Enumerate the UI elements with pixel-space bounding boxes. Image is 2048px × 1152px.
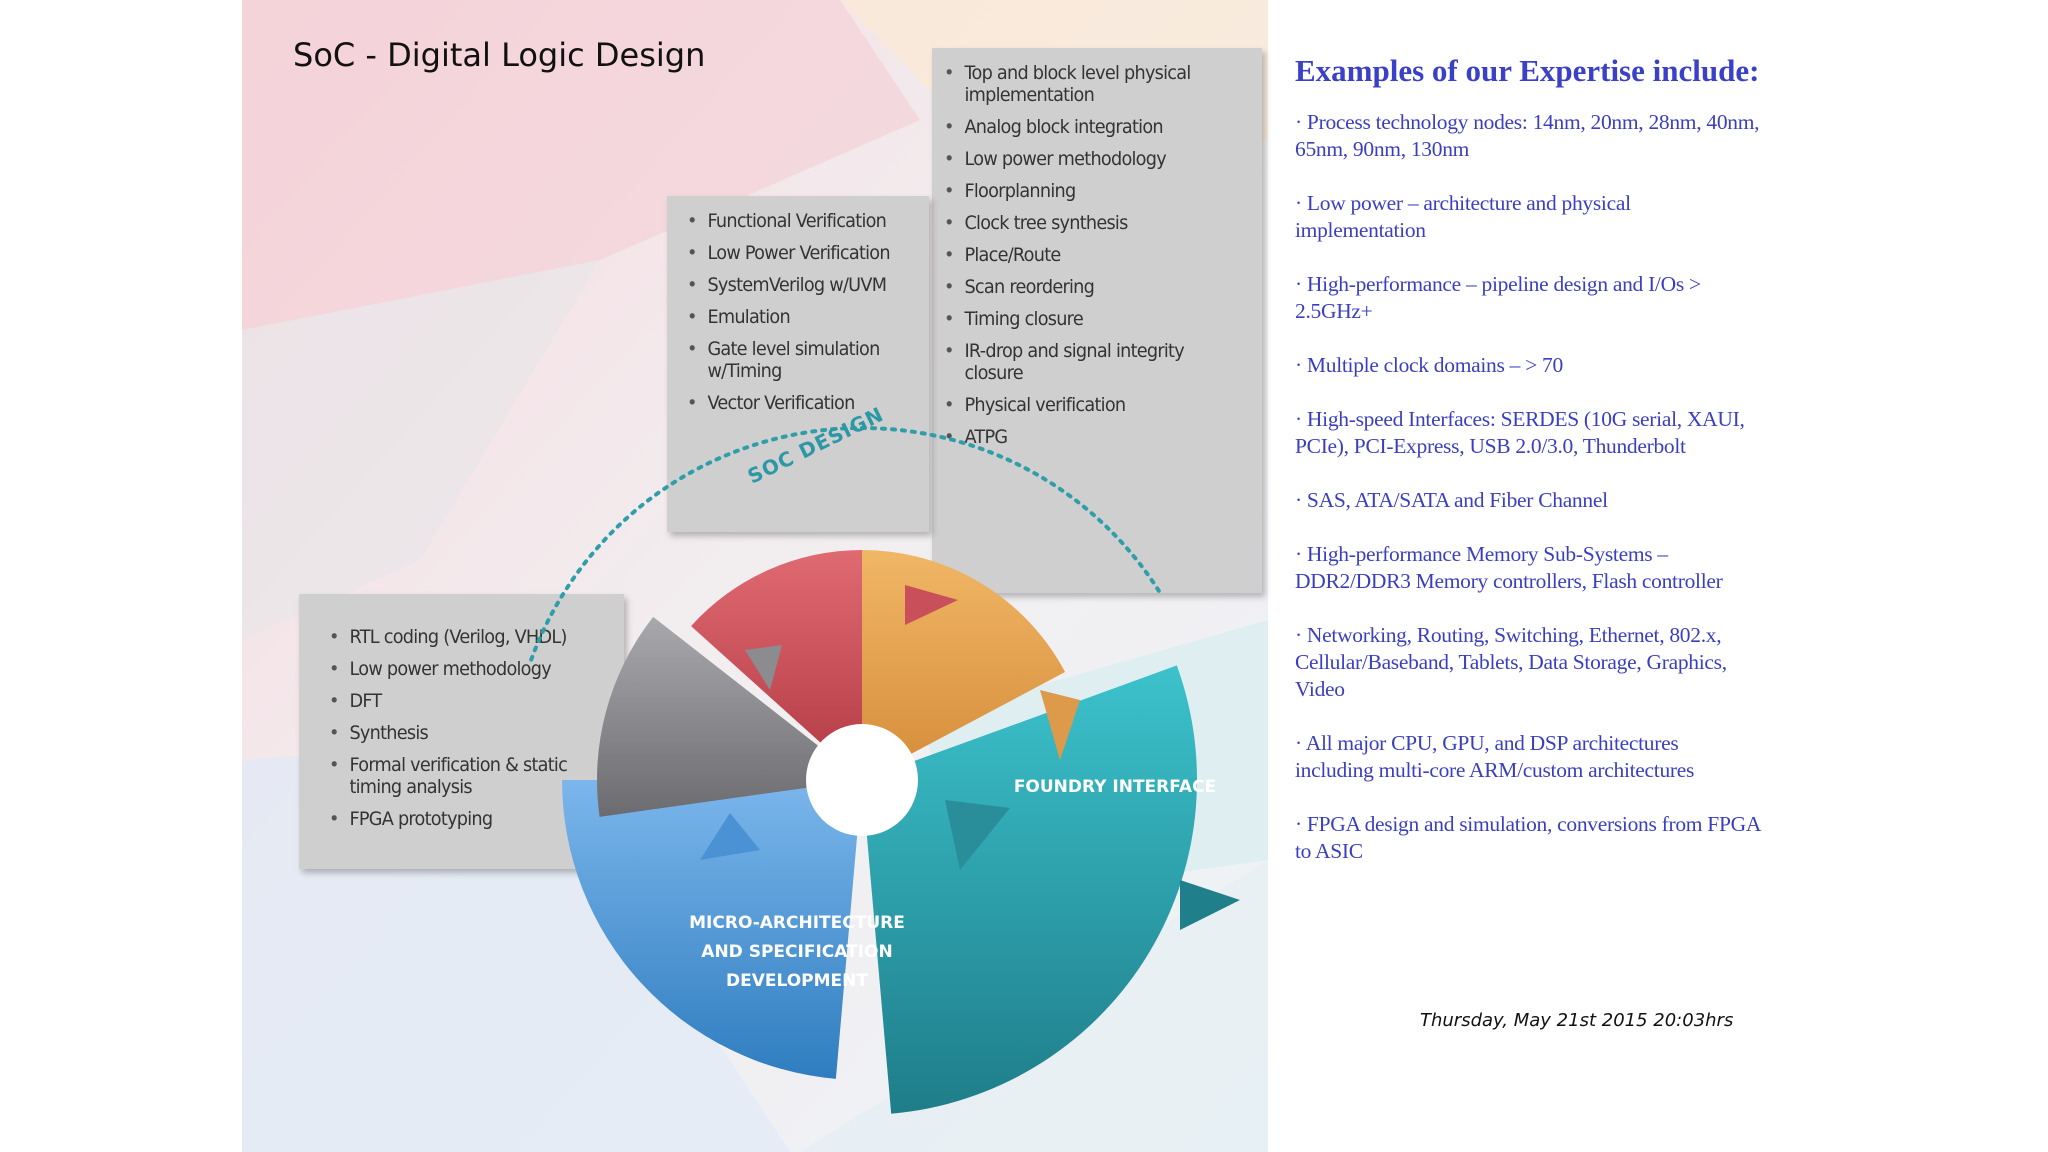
rtl-item: FPGA prototyping (329, 808, 603, 830)
verification-item: Emulation (687, 306, 912, 328)
dotted-arc (529, 426, 1163, 662)
physical-item: Clock tree synthesis (944, 212, 1240, 234)
rtl-items-list: RTL coding (Verilog, VHDL) Low power meth… (299, 594, 624, 830)
expertise-item: · Networking, Routing, Switching, Ethern… (1295, 623, 1727, 701)
expertise-item: · Process technology nodes: 14nm, 20nm, … (1295, 110, 1760, 161)
physical-item: Timing closure (944, 308, 1240, 330)
segment-label-micro: AND SPECIFICATION (701, 942, 892, 962)
physical-item: Floorplanning (944, 180, 1240, 202)
expertise-item: · All major CPU, GPU, and DSP architectu… (1295, 731, 1695, 782)
segment-label-foundry: FOUNDRY INTERFACE (1014, 777, 1216, 797)
physical-item: Scan reordering (944, 276, 1240, 298)
arrow-tip-foundry-end (1180, 880, 1240, 930)
physical-item: IR-drop and signal integrity closure (944, 340, 1240, 384)
arrow-tip-rtl (745, 645, 782, 690)
expertise-item: · Low power – architecture and physical … (1295, 191, 1631, 242)
expertise-item: · Multiple clock domains – > 70 (1295, 353, 1563, 377)
arrow-tip-physical (1040, 690, 1080, 760)
segment-label-micro: DEVELOPMENT (726, 971, 868, 991)
expertise-item: · High-performance – pipeline design and… (1295, 272, 1701, 323)
rtl-item: Low power methodology (329, 658, 603, 680)
physical-implementation-box: Top and block level physical implementat… (932, 48, 1262, 593)
segment-foundry (866, 665, 1197, 1114)
verification-item: Gate level simulation w/Timing (687, 338, 912, 382)
expertise-list: · Process technology nodes: 14nm, 20nm, … (1295, 109, 1760, 865)
verification-item: Functional Verification (687, 210, 912, 232)
rtl-item: RTL coding (Verilog, VHDL) (329, 626, 603, 648)
expertise-title: Examples of our Expertise include: (1295, 53, 1760, 88)
verification-item: SystemVerilog w/UVM (687, 274, 912, 296)
arrow-tip-micro (700, 813, 760, 860)
segment-label-micro: MICRO-ARCHITECTURE (689, 913, 905, 933)
physical-items-list: Top and block level physical implementat… (932, 48, 1262, 448)
slide-title: SoC - Digital Logic Design (293, 36, 706, 74)
arrow-tip-verification (905, 585, 958, 625)
expertise-panel: Examples of our Expertise include: · Pro… (1295, 52, 1760, 892)
physical-item: Analog block integration (944, 116, 1240, 138)
expertise-item: · High-performance Memory Sub-Systems – … (1295, 542, 1723, 593)
verification-item: Low Power Verification (687, 242, 912, 264)
arrow-tip-foundry (945, 800, 1010, 870)
wheel-center (806, 724, 918, 836)
physical-item: Physical verification (944, 394, 1240, 416)
rtl-item: Synthesis (329, 722, 603, 744)
arc-label: SOC DESIGN (744, 402, 888, 489)
physical-item: ATPG (944, 426, 1240, 448)
segment-rtl (597, 616, 823, 817)
rtl-item: Formal verification & static timing anal… (329, 754, 603, 798)
verification-box: Functional Verification Low Power Verific… (667, 196, 929, 532)
rtl-item: DFT (329, 690, 603, 712)
slide-date: Thursday, May 21st 2015 20:03hrs (1420, 1010, 1734, 1031)
expertise-item: · SAS, ATA/SATA and Fiber Channel (1295, 488, 1608, 512)
physical-item: Top and block level physical implementat… (944, 62, 1240, 106)
expertise-item: · FPGA design and simulation, conversion… (1295, 812, 1760, 863)
physical-item: Place/Route (944, 244, 1240, 266)
expertise-item: · High-speed Interfaces: SERDES (10G ser… (1295, 407, 1745, 458)
physical-item: Low power methodology (944, 148, 1240, 170)
verification-items-list: Functional Verification Low Power Verific… (667, 196, 929, 414)
segment-micro (562, 780, 858, 1079)
verification-item: Vector Verification (687, 392, 912, 414)
